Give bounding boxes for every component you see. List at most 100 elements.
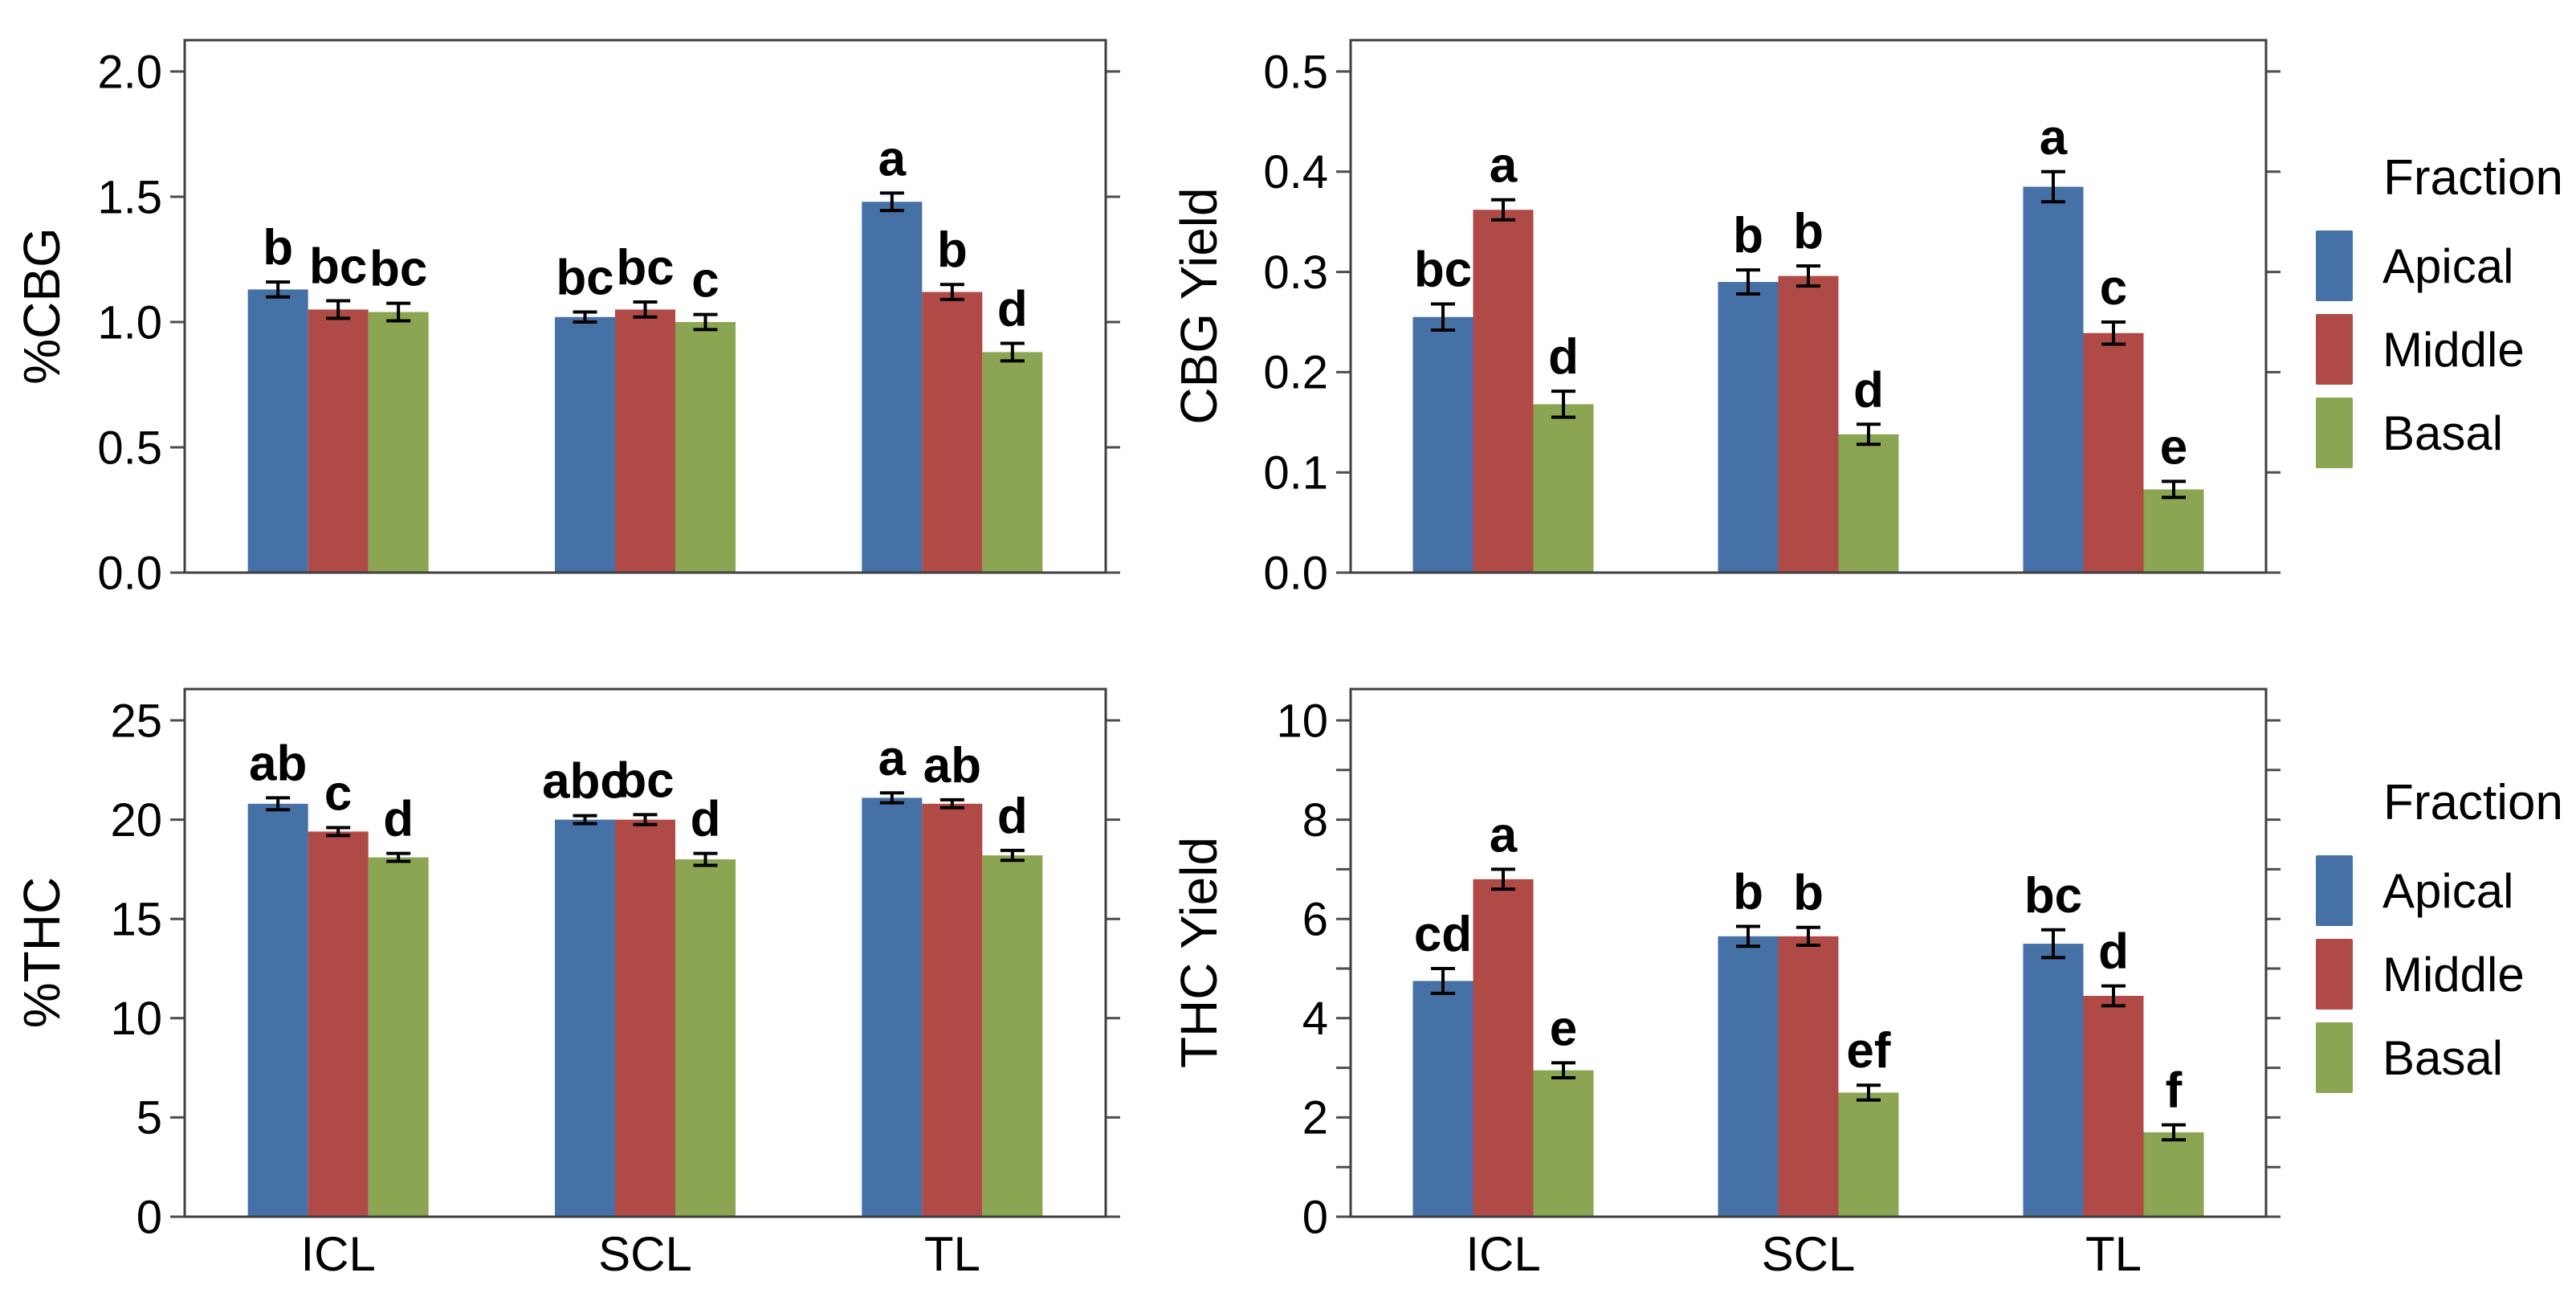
significance-letter: e <box>2160 419 2187 475</box>
legend-item-basal: Basal <box>2316 1022 2565 1093</box>
significance-letter: d <box>1853 362 1884 418</box>
bar-apical-icl <box>247 803 308 1217</box>
legend-top: Fraction Apical Middle Basal <box>2316 150 2565 481</box>
significance-letter: a <box>878 131 907 186</box>
bar-basal-tl <box>982 352 1043 573</box>
bar-middle-icl <box>308 309 369 573</box>
y-tick-label: 0.0 <box>1263 547 1328 599</box>
significance-letter: bc <box>556 251 613 306</box>
bar-apical-icl <box>247 289 308 573</box>
panel-border <box>183 687 1107 1218</box>
significance-letter: b <box>1733 864 1763 920</box>
y-tick-label: 10 <box>110 993 162 1045</box>
panel-border <box>183 39 1107 574</box>
legend-item-basal: Basal <box>2316 398 2565 468</box>
legend-label-apical: Apical <box>2382 863 2514 918</box>
bar-basal-icl <box>1533 1070 1594 1217</box>
x-category-label: TL <box>2085 1227 2142 1281</box>
bar-middle-icl <box>1473 210 1534 573</box>
y-tick-label: 2.0 <box>97 46 162 98</box>
bar-middle-tl <box>922 292 983 573</box>
significance-letter: a <box>1490 138 1518 194</box>
significance-letter: c <box>324 765 352 821</box>
legend-item-apical: Apical <box>2316 230 2565 301</box>
legend-label-middle: Middle <box>2382 322 2525 377</box>
bar-basal-icl <box>1533 404 1594 573</box>
y-tick-label: 20 <box>110 794 162 846</box>
y-tick-label: 2 <box>1302 1092 1328 1144</box>
legend-label-basal: Basal <box>2382 406 2504 460</box>
bar-basal-tl <box>982 855 1043 1217</box>
y-tick-label: 25 <box>110 695 162 747</box>
bar-basal-scl <box>1838 1092 1899 1217</box>
bar-middle-tl <box>2083 332 2144 573</box>
significance-letter: a <box>878 731 907 786</box>
legend-title: Fraction <box>2383 150 2563 206</box>
y-tick-label: 1.0 <box>97 296 162 349</box>
significance-letter: c <box>2100 260 2127 316</box>
y-tick-label: 0.5 <box>97 422 162 474</box>
significance-letter: bc <box>309 239 367 294</box>
apical-swatch <box>2316 230 2353 301</box>
significance-letter: b <box>1793 866 1824 921</box>
y-tick-label: 0.5 <box>1263 46 1328 98</box>
significance-letter: f <box>2166 1063 2183 1119</box>
y-axis-title-pct-cbg: %CBG <box>13 227 71 385</box>
middle-swatch <box>2316 314 2353 385</box>
y-axis-title-pct-thc: %THC <box>13 876 71 1029</box>
x-category-label: ICL <box>300 1227 375 1281</box>
bar-middle-scl <box>1778 275 1839 573</box>
bar-apical-icl <box>1412 981 1473 1217</box>
y-tick-label: 0.2 <box>1263 347 1328 399</box>
bar-apical-tl <box>2023 944 2084 1217</box>
bar-middle-tl <box>2083 995 2144 1217</box>
significance-letter: b <box>1733 208 1763 263</box>
significance-letter: ab <box>249 736 307 791</box>
bar-apical-scl <box>555 819 615 1217</box>
y-tick-label: 8 <box>1302 794 1328 846</box>
significance-letter: bc <box>616 240 674 296</box>
y-tick-label: 1.5 <box>97 171 162 223</box>
panel-border <box>1349 687 2268 1218</box>
bar-apical-tl <box>2023 186 2084 573</box>
y-tick-label: 6 <box>1302 894 1328 946</box>
bar-basal-scl <box>675 859 736 1217</box>
significance-letter: e <box>1550 1001 1577 1056</box>
bar-apical-icl <box>1412 316 1473 573</box>
y-axis-title-thc-yield: THC Yield <box>1170 836 1228 1069</box>
x-category-label: ICL <box>1465 1227 1540 1281</box>
bar-middle-scl <box>1778 936 1839 1217</box>
y-tick-label: 5 <box>137 1092 162 1144</box>
bar-apical-scl <box>1718 936 1779 1217</box>
bar-basal-scl <box>1838 434 1899 573</box>
significance-letter: c <box>691 253 719 308</box>
significance-letter: d <box>997 789 1028 844</box>
legend-label-apical: Apical <box>2382 239 2514 293</box>
y-tick-label: 0.4 <box>1263 146 1328 198</box>
bar-basal-icl <box>368 857 429 1217</box>
y-tick-label: 0.0 <box>97 547 162 599</box>
bar-basal-tl <box>2143 1132 2204 1217</box>
apical-swatch <box>2316 855 2353 926</box>
significance-letter: d <box>691 792 721 847</box>
significance-letter: d <box>1548 329 1579 385</box>
bar-apical-scl <box>1718 282 1779 573</box>
bar-apical-tl <box>862 797 923 1217</box>
x-category-label: TL <box>924 1227 980 1281</box>
legend-title: Fraction <box>2383 775 2563 830</box>
x-category-label: SCL <box>1762 1227 1856 1281</box>
significance-letter: d <box>997 282 1028 337</box>
significance-letter: b <box>1793 204 1824 259</box>
legend-bottom: Fraction Apical Middle Basal <box>2316 775 2565 1106</box>
significance-letter: bc <box>616 753 674 808</box>
significance-letter: d <box>383 792 414 847</box>
significance-letter: ef <box>1846 1023 1890 1079</box>
bar-middle-scl <box>615 819 675 1217</box>
basal-swatch <box>2316 398 2353 468</box>
bar-apical-scl <box>555 316 615 573</box>
significance-letter: b <box>263 220 293 275</box>
significance-letter: bc <box>2024 868 2082 924</box>
middle-swatch <box>2316 939 2353 1010</box>
y-tick-label: 0.3 <box>1263 247 1328 299</box>
